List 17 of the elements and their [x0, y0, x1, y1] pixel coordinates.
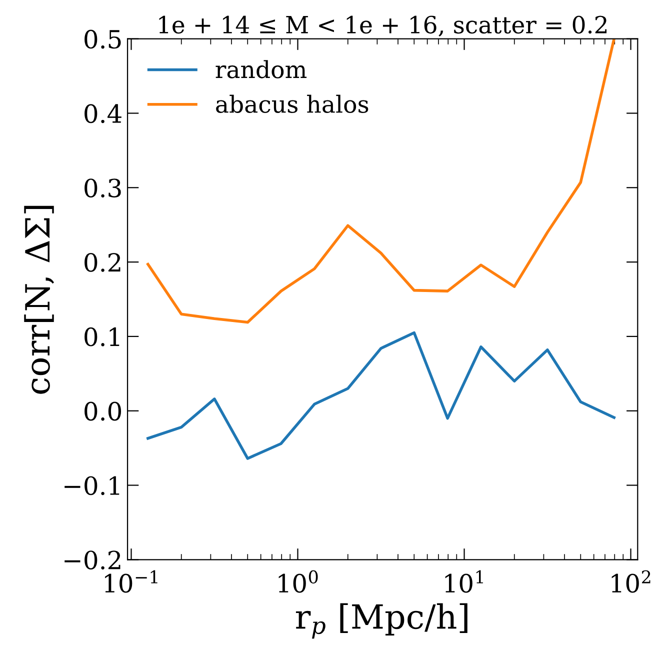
y-tick-label: 0.2 — [84, 252, 120, 272]
y-tick-label: 0.3 — [84, 178, 121, 198]
chart-title: 1e + 14 ≤ M < 1e + 16, scatter = 0.2 — [159, 16, 606, 36]
y-tick-label: 0.0 — [84, 402, 122, 421]
x-axis-title: r$_{p}$ [Mpc/h] — [296, 603, 468, 639]
x-tick-label: 10$^{1}$ — [445, 570, 483, 593]
y-tick-label: 0.1 — [84, 327, 120, 346]
legend-label: abacus halos — [216, 94, 368, 114]
y-tick-label: −0.2 — [64, 550, 120, 570]
x-tick-label: 10$^{2}$ — [612, 570, 650, 593]
x-tick-label: 10$^{−1}$ — [105, 570, 158, 593]
y-tick-label: 0.4 — [84, 104, 122, 124]
legend-label: random — [216, 60, 307, 78]
y-axis-title: corr[N, ΔΣ] — [24, 206, 54, 394]
y-tick-label: −0.1 — [64, 476, 120, 496]
x-tick-label: 10$^{0}$ — [278, 570, 318, 593]
y-tick-label: 0.5 — [84, 30, 121, 49]
